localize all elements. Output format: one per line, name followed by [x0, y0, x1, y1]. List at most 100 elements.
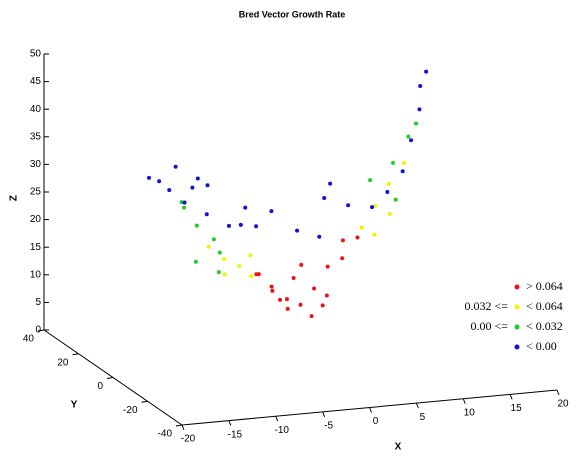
point	[216, 270, 221, 275]
x-tick	[509, 394, 513, 400]
point	[373, 203, 378, 208]
point	[278, 297, 283, 302]
z-tick-label: 50	[30, 49, 42, 60]
point	[284, 297, 289, 302]
point	[206, 244, 211, 249]
point	[409, 138, 414, 143]
point	[298, 302, 303, 307]
x-tick	[369, 407, 372, 413]
point	[391, 160, 396, 165]
x-tick	[462, 398, 466, 404]
z-tick-label: 35	[30, 131, 42, 142]
x-tick-label: 20	[557, 399, 569, 410]
point	[173, 164, 178, 169]
point	[299, 262, 304, 267]
point	[387, 211, 392, 216]
x-tick-label: 15	[511, 403, 523, 414]
point	[372, 232, 377, 237]
point	[295, 228, 300, 233]
y-tick	[141, 400, 148, 403]
point	[400, 169, 405, 174]
z-tick-label: 25	[30, 187, 42, 198]
y-axis-label: Y	[71, 400, 78, 411]
point	[249, 274, 254, 279]
x-tick	[181, 424, 185, 431]
point	[193, 259, 198, 264]
z-tick-label: 0	[35, 325, 41, 336]
point	[414, 121, 418, 126]
point	[238, 222, 243, 227]
point	[359, 225, 364, 230]
z-tick-label: 20	[30, 214, 42, 225]
point	[167, 188, 172, 193]
z-tick-label: 30	[30, 159, 42, 170]
point	[393, 197, 398, 202]
point	[317, 234, 322, 239]
legend-label: < 0.064	[526, 299, 563, 313]
z-tick-label: 40	[30, 104, 42, 115]
x-tick-label: -10	[275, 425, 290, 436]
legend-prefix: 0.032 <=	[464, 299, 508, 313]
point	[320, 303, 325, 308]
point	[248, 253, 253, 258]
point	[243, 205, 248, 210]
y-tick	[175, 424, 183, 427]
chart-title: Bred Vector Growth Rate	[239, 9, 346, 19]
z-tick-label: 10	[30, 269, 42, 280]
point	[179, 200, 184, 205]
point	[370, 205, 375, 210]
point	[325, 264, 330, 269]
y-tick-label: 20	[57, 357, 69, 368]
x-tick-label: -15	[228, 429, 243, 440]
y-tick-label: -40	[158, 429, 173, 440]
point	[182, 205, 187, 210]
point	[291, 275, 296, 280]
x-tick-label: -20	[181, 434, 196, 445]
point	[211, 237, 216, 242]
point	[194, 223, 199, 228]
point	[417, 107, 422, 112]
z-tick-label: 15	[30, 242, 42, 253]
point	[309, 314, 314, 319]
point	[285, 306, 290, 311]
point	[322, 195, 327, 200]
point	[269, 209, 274, 214]
point	[340, 238, 345, 243]
x-tick-label: 0	[373, 416, 379, 427]
y-tick	[106, 377, 114, 379]
x-tick	[275, 416, 279, 422]
point	[222, 272, 227, 277]
point	[237, 264, 242, 269]
point	[195, 176, 200, 181]
legend-label: < 0.00	[526, 339, 557, 353]
point	[205, 183, 210, 188]
point	[355, 235, 360, 240]
point	[418, 83, 423, 88]
legend-marker	[514, 324, 520, 330]
point	[270, 288, 275, 293]
x-axis-label: X	[395, 442, 402, 453]
legend-marker	[514, 304, 520, 310]
point	[147, 175, 151, 180]
point	[204, 212, 209, 217]
point	[368, 178, 373, 183]
point	[157, 179, 162, 184]
y-tick-label: -20	[123, 405, 138, 416]
x-tick-label: 5	[420, 412, 426, 423]
x-tick	[322, 411, 326, 418]
y-tick	[37, 329, 45, 332]
point	[182, 200, 187, 205]
x-tick	[556, 389, 560, 396]
z-tick-label: 45	[30, 76, 42, 87]
point	[312, 286, 317, 291]
point	[254, 224, 259, 229]
point	[217, 250, 222, 255]
z-tick-label: 5	[35, 297, 41, 308]
legend-marker	[514, 284, 520, 290]
point	[340, 256, 345, 261]
point	[402, 161, 407, 166]
y-tick	[72, 353, 79, 356]
y-tick-label: 40	[23, 334, 35, 345]
point	[324, 293, 329, 298]
